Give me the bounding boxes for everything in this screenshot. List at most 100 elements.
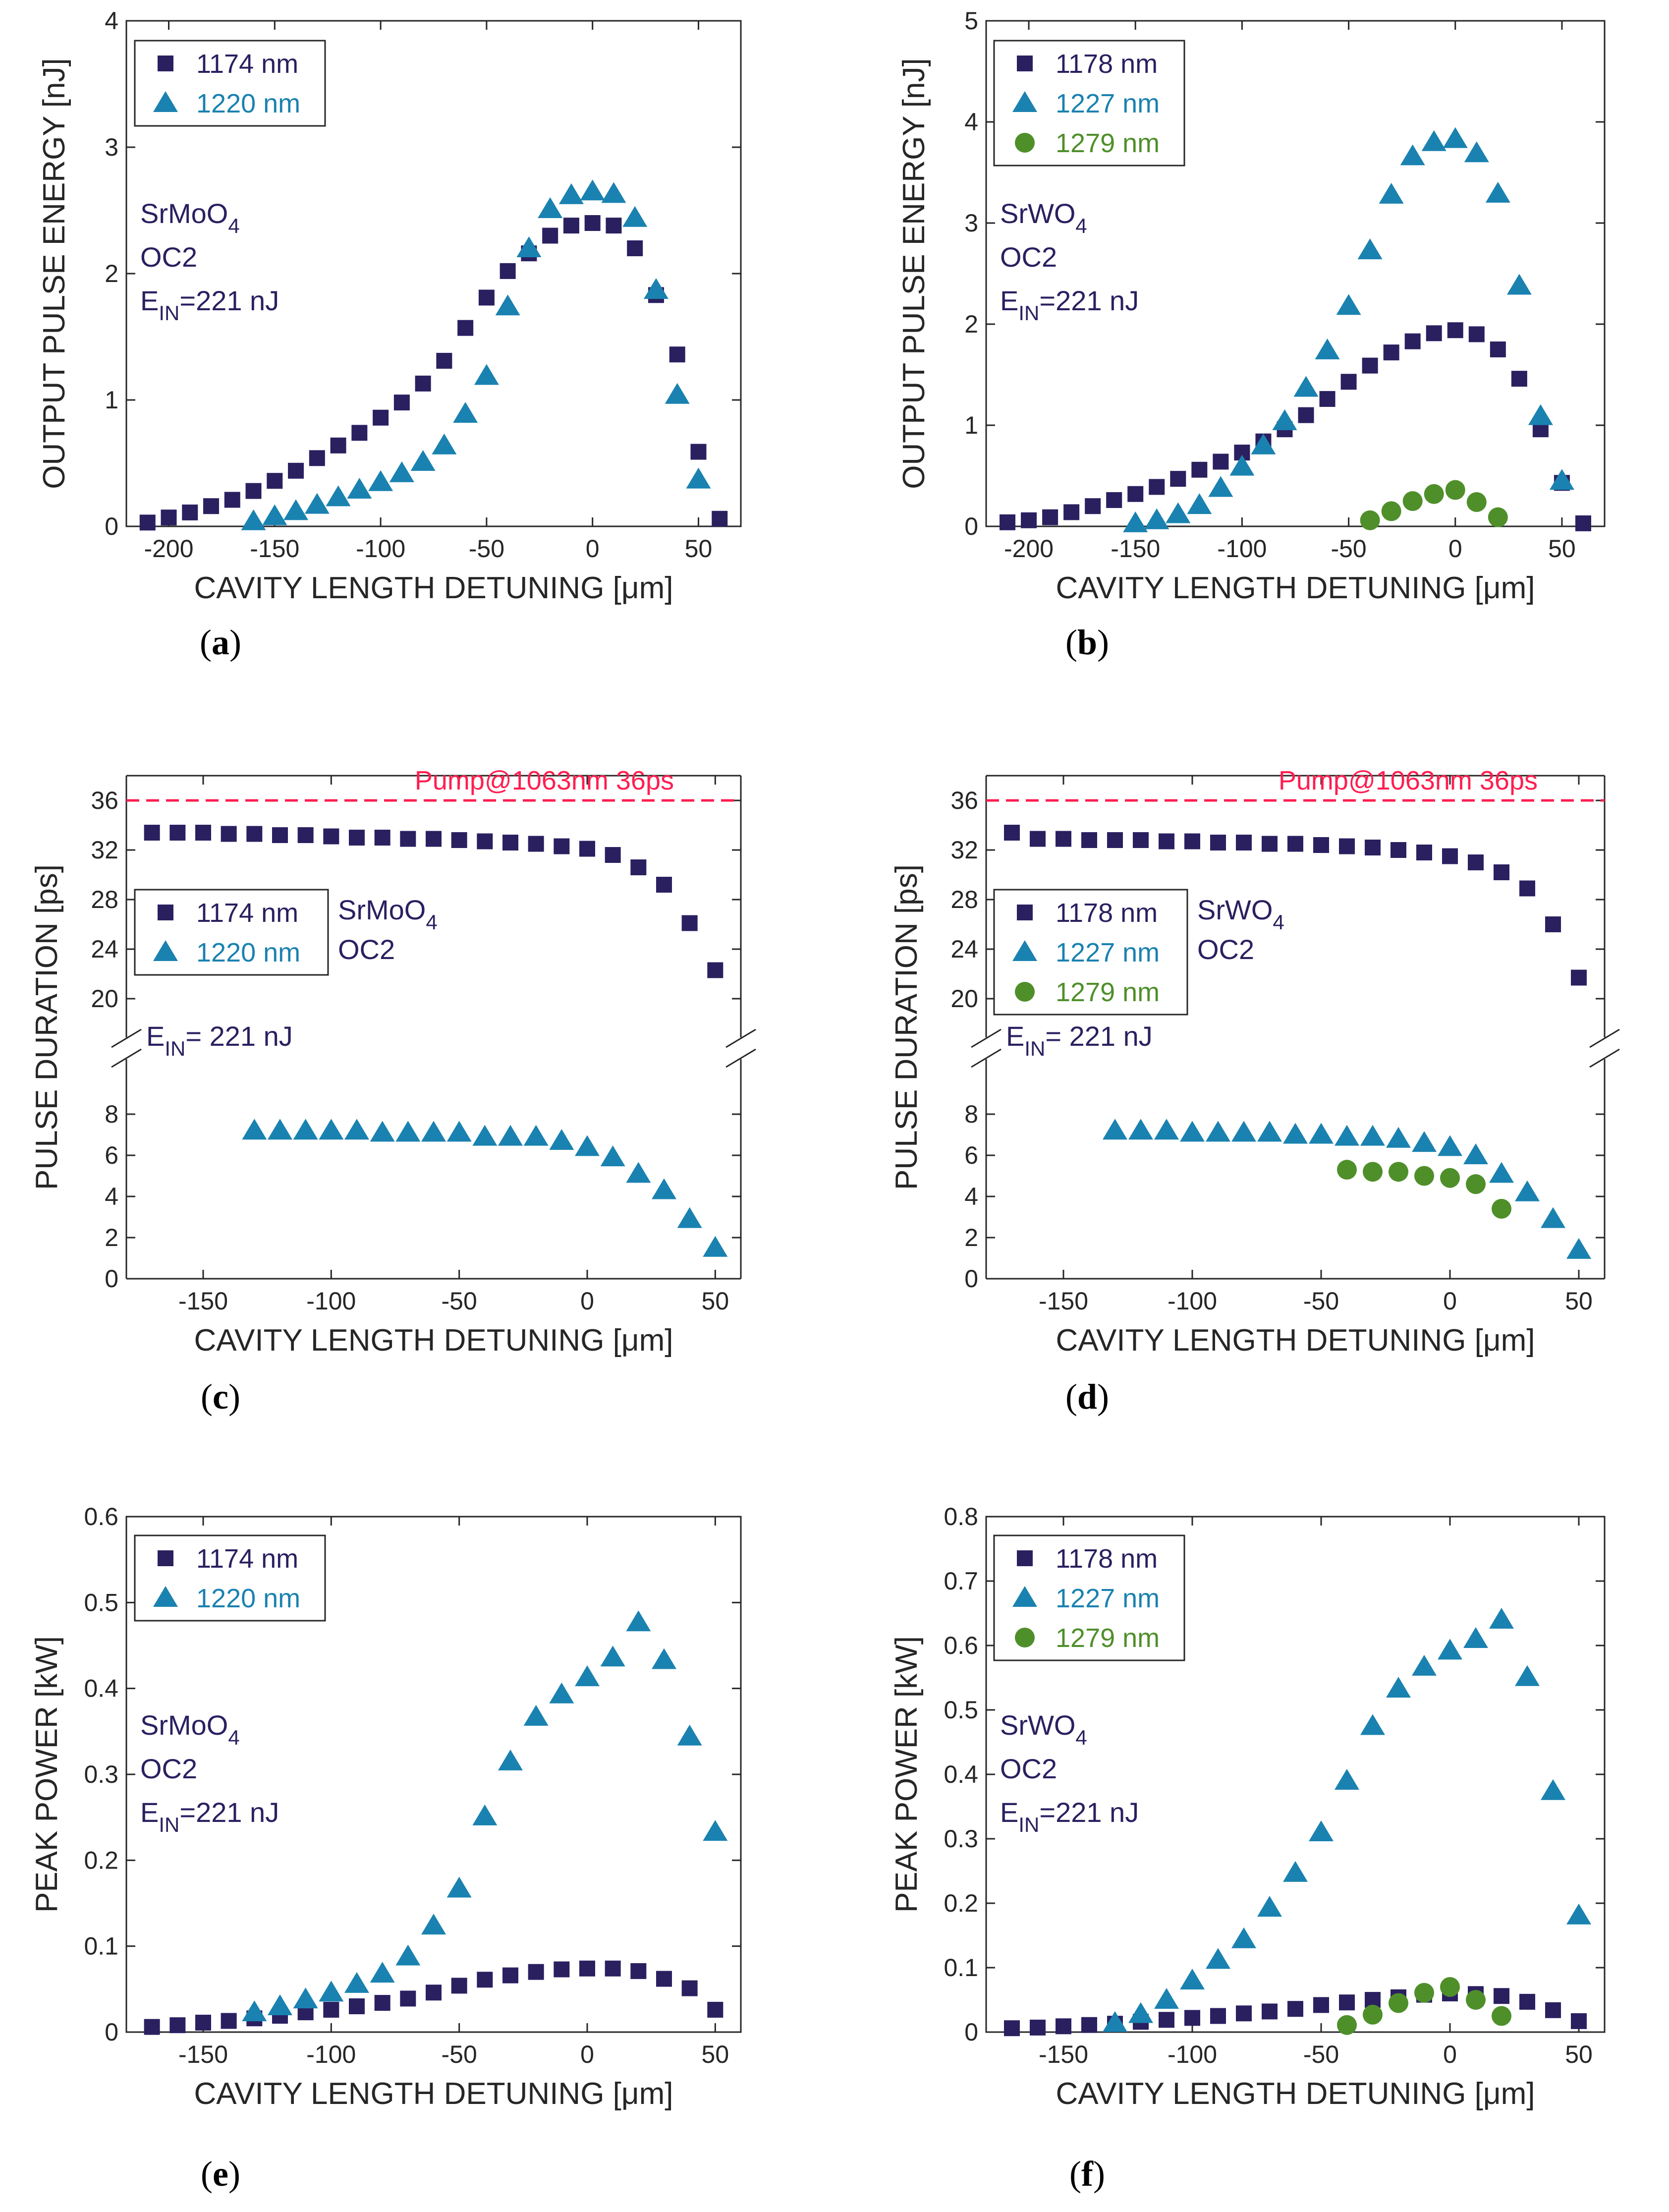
y-tick-label: 0.1 [944,1954,978,1982]
data-point [502,1967,518,1984]
data-point [1191,461,1208,478]
y-tick-label: 2 [105,1224,118,1251]
data-point [1386,1677,1411,1698]
data-point [1389,1993,1408,2013]
data-point [1414,1166,1434,1186]
legend-label: 1279 nm [1056,1623,1160,1653]
data-point [1515,1665,1540,1686]
data-point [370,1962,395,1983]
data-point [626,1162,651,1183]
data-point [606,218,622,234]
legend-marker [153,1586,178,1607]
data-point [1463,1627,1488,1648]
data-point [395,1944,421,1966]
data-point [1213,454,1229,470]
x-tick-label: 50 [1565,2041,1593,2068]
series-1227-nm [1123,127,1574,532]
data-point [1519,1993,1535,2010]
data-point [1545,2002,1561,2018]
subplot-label-open: ( [1069,2154,1081,2194]
legend-marker [1017,905,1033,920]
series-1279-nm [1360,480,1508,530]
legend-label: 1174 nm [196,1544,298,1574]
series-1279-nm [1337,1160,1511,1219]
annotation-material-sub: 4 [1273,910,1284,934]
y-tick-label: 0.4 [944,1760,978,1788]
data-point [221,826,237,842]
data-point [1085,498,1101,514]
data-point [601,182,626,203]
annotation-ein-main: E [1000,285,1018,316]
data-point [182,504,198,520]
data-point [600,1145,625,1167]
subplot-label-letter: f [1081,2154,1094,2194]
series-1220-nm [241,179,711,530]
data-point [1489,1162,1514,1183]
x-axis-label: CAVITY LENGTH DETUNING [μm] [1056,2077,1535,2111]
data-point [549,1682,574,1703]
data-point [622,206,648,227]
data-point [1339,838,1355,854]
data-point [1313,1997,1329,2013]
x-tick-label: 0 [580,2041,594,2068]
data-point [262,504,287,525]
subplot-label: (e) [201,2154,240,2194]
data-point [1106,492,1122,508]
annotation-oc: OC2 [1000,241,1057,273]
data-point [1468,854,1484,870]
data-point [436,352,452,369]
data-point [1365,840,1381,855]
y-tick-label: 4 [105,7,118,35]
data-point [1515,1180,1540,1201]
data-point [605,1960,621,1977]
x-tick-label: 50 [702,1287,729,1315]
annotation-ein-sub: IN [1018,301,1039,325]
data-point [1339,1994,1355,2011]
legend-marker [1015,982,1035,1002]
data-point [1360,1125,1385,1146]
legend-marker [158,1550,173,1566]
y-tick-label: 32 [950,836,978,864]
x-tick-label: -50 [1303,1287,1339,1315]
legend-marker [153,91,178,112]
x-axis-label: CAVITY LENGTH DETUNING [μm] [194,1323,673,1358]
annotation-ein-sub: IN [159,301,179,325]
data-point [323,2001,339,2018]
data-point [351,425,368,441]
annotation-oc: OC2 [1197,934,1254,965]
data-point [374,1995,390,2011]
data-point [426,831,442,847]
y-tick-label: 0.8 [944,1503,978,1531]
data-point [584,215,601,231]
y-tick-label: 4 [105,1183,118,1210]
data-point [1468,326,1485,342]
data-point [1492,1198,1511,1219]
data-point [538,197,563,218]
data-point [502,835,518,851]
legend-label: 1227 nm [1056,89,1160,118]
legend-label: 1220 nm [196,938,300,967]
data-point [1335,1769,1359,1790]
data-point [421,1121,446,1142]
y-tick-label: 4 [964,108,978,136]
subplot-label-close: ) [229,623,241,662]
annotation-material: SrMoO4 [140,198,240,237]
data-point [1103,1119,1127,1140]
data-point [1362,357,1378,374]
x-tick-label: -200 [144,535,193,563]
data-point [1187,493,1212,514]
annotation-ein-rest: =221 nJ [1039,285,1139,316]
data-point [1159,833,1174,850]
y-tick-label: 0.4 [84,1675,118,1702]
data-point [1447,322,1463,339]
data-point [549,1129,574,1150]
annotation-ein-main: E [140,285,159,316]
legend-label: 1227 nm [1056,938,1160,967]
data-point [242,1119,267,1140]
data-point [1021,512,1037,528]
data-point [224,492,240,508]
data-point [1442,848,1458,864]
